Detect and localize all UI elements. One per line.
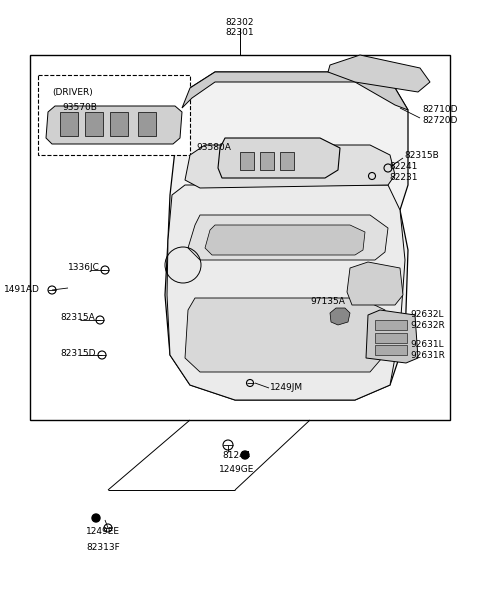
Bar — [30, 55, 450, 420]
Polygon shape — [182, 72, 408, 110]
Text: 93570B: 93570B — [62, 104, 97, 113]
Bar — [375, 333, 407, 343]
Bar — [138, 112, 156, 136]
Text: 82710D
82720D: 82710D 82720D — [422, 105, 457, 125]
Bar — [260, 152, 274, 170]
Polygon shape — [205, 225, 365, 255]
Polygon shape — [165, 72, 408, 400]
Text: 82315B: 82315B — [404, 151, 439, 160]
Bar — [60, 112, 78, 136]
Bar — [38, 75, 190, 155]
Bar — [110, 112, 128, 136]
Text: 1336JC: 1336JC — [68, 262, 100, 272]
Text: 82241
82231: 82241 82231 — [389, 162, 418, 182]
Text: 1491AD: 1491AD — [4, 285, 40, 294]
Polygon shape — [366, 310, 418, 363]
Circle shape — [241, 451, 249, 459]
Text: 82313F: 82313F — [86, 542, 120, 551]
Bar — [375, 345, 407, 355]
Polygon shape — [347, 262, 403, 305]
Text: 1249EE: 1249EE — [86, 526, 120, 535]
Text: 92631L
92631R: 92631L 92631R — [410, 340, 445, 360]
Polygon shape — [328, 55, 430, 92]
Polygon shape — [185, 298, 385, 372]
Text: 82315A: 82315A — [60, 313, 95, 322]
Text: 82302
82301: 82302 82301 — [226, 18, 254, 38]
Polygon shape — [167, 185, 405, 400]
Bar — [375, 320, 407, 330]
Text: 1249GE: 1249GE — [219, 465, 255, 474]
Text: 1249JM: 1249JM — [270, 383, 303, 393]
Polygon shape — [330, 308, 350, 325]
Text: (DRIVER): (DRIVER) — [52, 88, 93, 98]
Polygon shape — [188, 215, 388, 260]
Text: 93580A: 93580A — [196, 144, 231, 153]
Polygon shape — [218, 138, 340, 178]
Text: 92632L
92632R: 92632L 92632R — [410, 311, 445, 330]
Text: 97135A: 97135A — [310, 297, 345, 306]
Polygon shape — [46, 106, 182, 144]
Circle shape — [92, 514, 100, 522]
Bar — [240, 152, 254, 170]
Bar — [85, 112, 103, 136]
Bar — [280, 152, 294, 170]
Polygon shape — [185, 145, 395, 188]
Text: 82315D: 82315D — [60, 349, 96, 358]
Text: 81244: 81244 — [223, 452, 251, 461]
